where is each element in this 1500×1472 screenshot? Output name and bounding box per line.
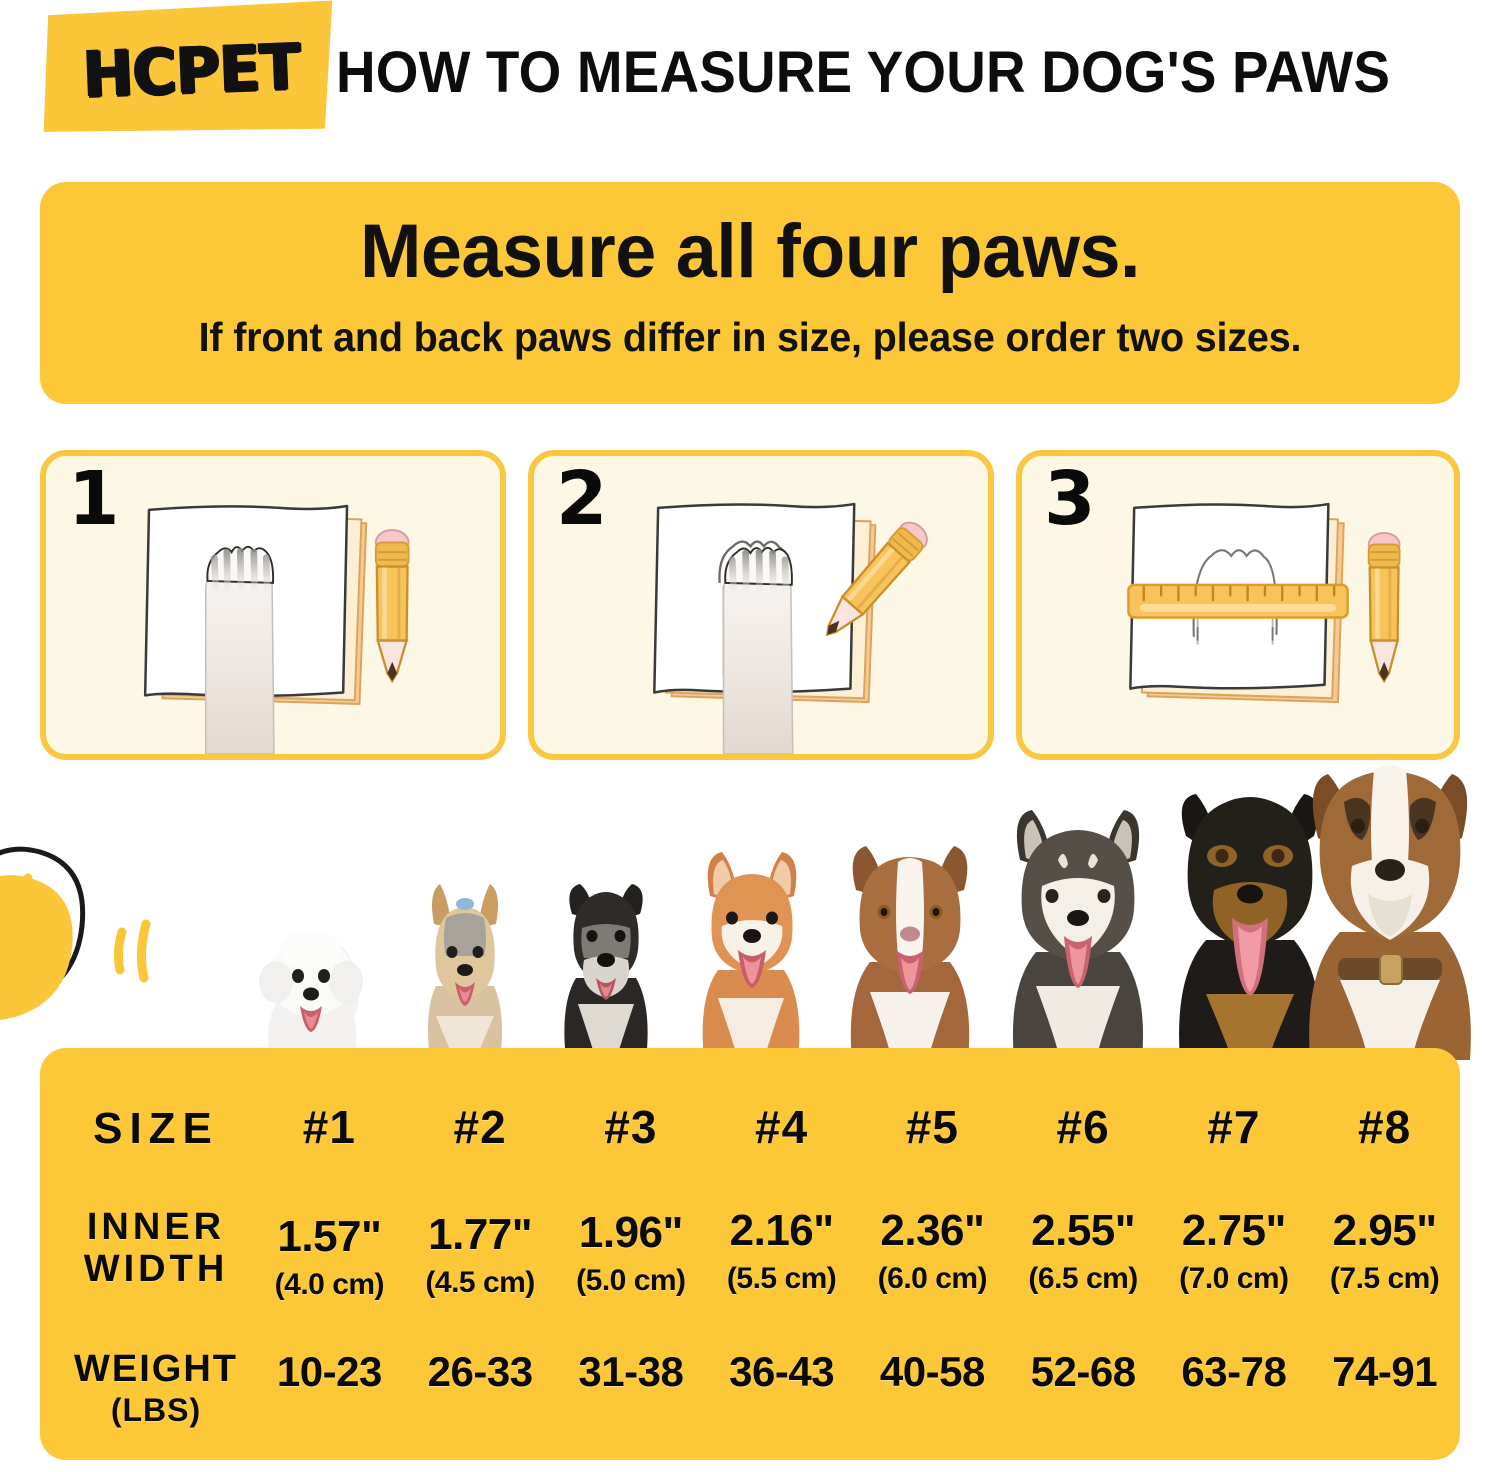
table-cell: #5 <box>857 1100 1008 1166</box>
dog-lineup <box>0 765 1500 1060</box>
dog-rottweiler <box>1170 764 1330 1060</box>
table-cell: 2.75" (7.0 cm) <box>1159 1206 1310 1316</box>
table-cell: #3 <box>556 1100 707 1166</box>
dog-bichon-frise <box>248 890 372 1060</box>
weight-value: 52-68 <box>1030 1348 1136 1395</box>
notice-headline: Measure all four paws. <box>359 209 1141 294</box>
dog-shiba-inu <box>688 838 816 1060</box>
size-value: #8 <box>1358 1101 1412 1153</box>
inner-width-cm: (4.5 cm) <box>425 1266 535 1299</box>
table-cell: 2.95" (7.5 cm) <box>1309 1206 1460 1316</box>
step-2-illustration <box>653 502 928 754</box>
pencil-icon <box>825 521 928 637</box>
row-label-size: SIZE <box>93 1104 219 1153</box>
size-value: #1 <box>302 1101 356 1153</box>
size-chart-table: SIZE #1 #2 #3 #4 #5 #6 #7 #8 INNER WIDTH… <box>40 1048 1460 1460</box>
table-row-inner-width: INNER WIDTH 1.57" (4.0 cm) 1.77" (4.5 cm… <box>40 1206 1460 1316</box>
row-label-inner-width-line2: WIDTH <box>83 1248 229 1290</box>
table-cell: #7 <box>1159 1100 1310 1166</box>
pencil-icon <box>374 529 410 684</box>
inner-width-in: 2.55" <box>1031 1206 1136 1255</box>
dog-australian-shepherd <box>838 816 982 1060</box>
inner-width-cm: (6.5 cm) <box>1028 1262 1138 1295</box>
weight-value: 74-91 <box>1332 1348 1438 1395</box>
row-label-weight-line1: WEIGHT <box>74 1348 238 1390</box>
table-cell: 63-78 <box>1159 1348 1310 1452</box>
table-cell: 40-58 <box>857 1348 1008 1452</box>
table-cell: #4 <box>706 1100 857 1166</box>
pencil-icon <box>1367 531 1401 684</box>
row-label-inner-width-line1: INNER <box>86 1206 226 1248</box>
inner-width-cm: (4.0 cm) <box>274 1268 385 1301</box>
dog-alaskan-malamute <box>1002 790 1154 1060</box>
table-cell: 52-68 <box>1008 1348 1159 1452</box>
size-value: #3 <box>604 1101 658 1153</box>
size-value: #5 <box>905 1101 959 1153</box>
inner-width-cm: (7.0 cm) <box>1179 1262 1289 1295</box>
row-label-weight-line2: (LBS) <box>110 1392 202 1428</box>
table-cell: 1.96" (5.0 cm) <box>556 1206 707 1316</box>
notice-banner: Measure all four paws. If front and back… <box>40 182 1460 404</box>
weight-value: 10-23 <box>276 1348 382 1395</box>
inner-width-in: 1.77" <box>428 1210 533 1259</box>
notice-subtext: If front and back paws differ in size, p… <box>198 314 1302 360</box>
page-header: HCPET HOW TO MEASURE YOUR DOG'S PAWS <box>0 0 1500 150</box>
table-cell: 26-33 <box>405 1348 556 1452</box>
inner-width-in: 2.36" <box>880 1206 985 1255</box>
ruler-icon <box>1127 583 1349 619</box>
step-number-2: 2 <box>556 456 608 542</box>
inner-width-cm: (7.5 cm) <box>1329 1262 1440 1295</box>
dog-schnauzer <box>548 854 664 1060</box>
size-value: #6 <box>1056 1101 1110 1153</box>
weight-value: 40-58 <box>879 1348 985 1395</box>
dog-yorkshire-terrier <box>410 864 520 1060</box>
table-cell: 36-43 <box>706 1348 857 1452</box>
swoosh-decoration <box>0 846 151 1020</box>
table-row-weight: WEIGHT (LBS) 10-23 26-33 31-38 36-43 40-… <box>40 1348 1460 1452</box>
inner-width-cm: (6.0 cm) <box>877 1262 988 1295</box>
step-panel-3: 3 <box>1016 450 1460 760</box>
weight-value: 31-38 <box>578 1348 684 1395</box>
inner-width-in: 2.16" <box>729 1206 835 1255</box>
size-cells: #1 #2 #3 #4 #5 #6 #7 #8 <box>254 1100 1460 1166</box>
table-cell: #6 <box>1008 1100 1159 1166</box>
table-cell: 2.16" (5.5 cm) <box>706 1206 857 1316</box>
table-cell: 10-23 <box>254 1348 405 1452</box>
table-row-size: SIZE #1 #2 #3 #4 #5 #6 #7 #8 <box>40 1100 1460 1166</box>
inner-width-in: 2.75" <box>1181 1206 1287 1255</box>
step-number-3: 3 <box>1044 456 1096 542</box>
dog-saint-bernard <box>1300 744 1480 1060</box>
table-cell: 2.36" (6.0 cm) <box>857 1206 1008 1316</box>
step-panel-2: 2 <box>528 450 994 760</box>
table-cell: 31-38 <box>556 1348 707 1452</box>
step-1-illustration <box>143 504 410 754</box>
weight-value: 36-43 <box>729 1348 835 1395</box>
weight-value: 63-78 <box>1181 1348 1287 1395</box>
table-cell: #2 <box>405 1100 556 1166</box>
table-cell: 2.55" (6.5 cm) <box>1008 1206 1159 1316</box>
size-value: #2 <box>453 1101 507 1153</box>
inner-width-cells: 1.57" (4.0 cm) 1.77" (4.5 cm) 1.96" (5.0… <box>254 1206 1460 1316</box>
size-value: #7 <box>1207 1101 1261 1153</box>
brand-logo-text: HCPET <box>81 29 301 111</box>
weight-cells: 10-23 26-33 31-38 36-43 40-58 52-68 63-7… <box>254 1348 1460 1452</box>
inner-width-in: 1.57" <box>277 1212 382 1261</box>
table-cell: #1 <box>254 1100 405 1166</box>
inner-width-in: 1.96" <box>578 1208 684 1257</box>
inner-width-in: 2.95" <box>1332 1206 1438 1255</box>
table-cell: #8 <box>1309 1100 1460 1166</box>
inner-width-cm: (5.5 cm) <box>726 1262 837 1295</box>
table-cell: 1.77" (4.5 cm) <box>405 1206 556 1316</box>
page-title: HOW TO MEASURE YOUR DOG'S PAWS <box>336 39 1391 105</box>
weight-value: 26-33 <box>427 1348 533 1395</box>
inner-width-cm: (5.0 cm) <box>576 1264 686 1297</box>
step-panel-1: 1 <box>40 450 506 760</box>
table-cell: 74-91 <box>1309 1348 1460 1452</box>
step-3-illustration <box>1127 502 1401 704</box>
step-number-1: 1 <box>68 456 120 542</box>
size-value: #4 <box>755 1101 809 1153</box>
table-cell: 1.57" (4.0 cm) <box>254 1206 405 1316</box>
